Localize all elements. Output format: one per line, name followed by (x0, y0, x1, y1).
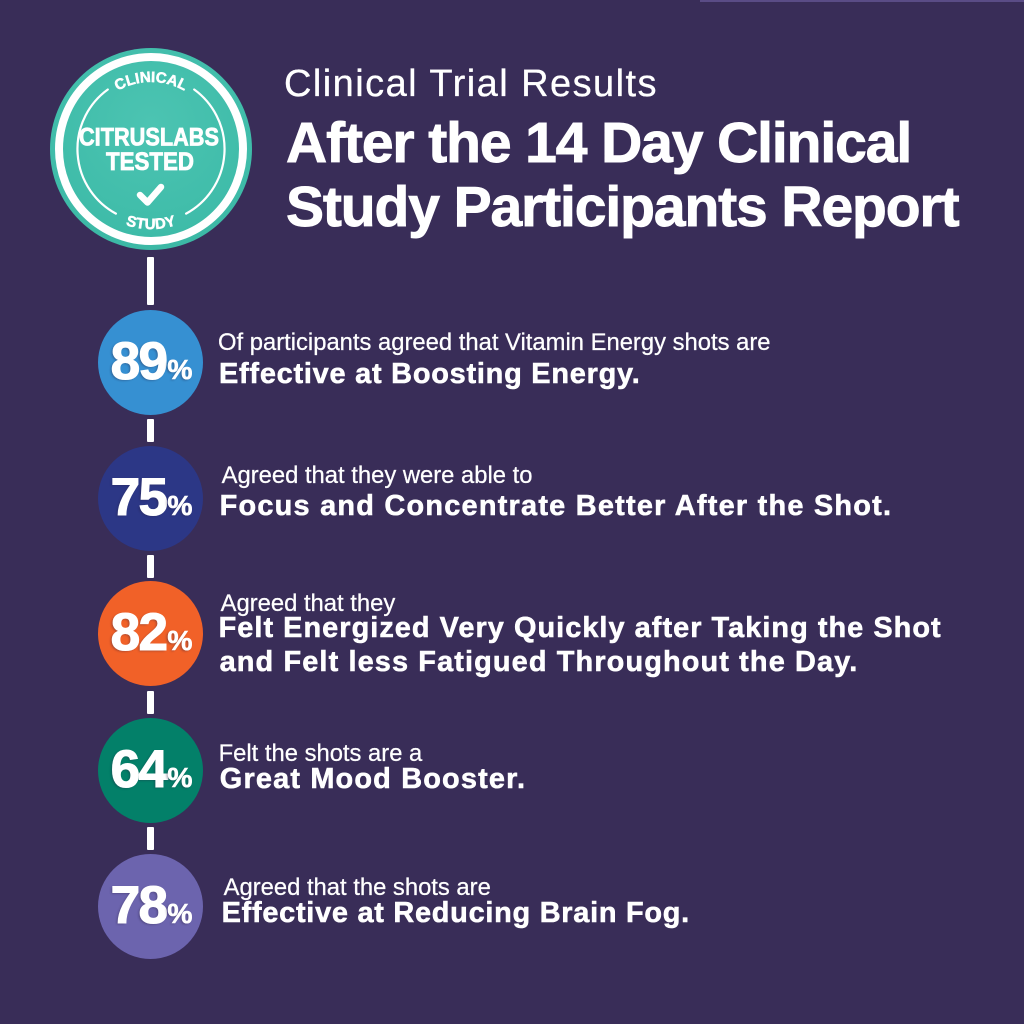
svg-text:TESTED: TESTED (106, 148, 194, 176)
svg-text:STUDY: STUDY (124, 213, 177, 234)
svg-text:CITRUSLABS: CITRUSLABS (79, 124, 219, 152)
